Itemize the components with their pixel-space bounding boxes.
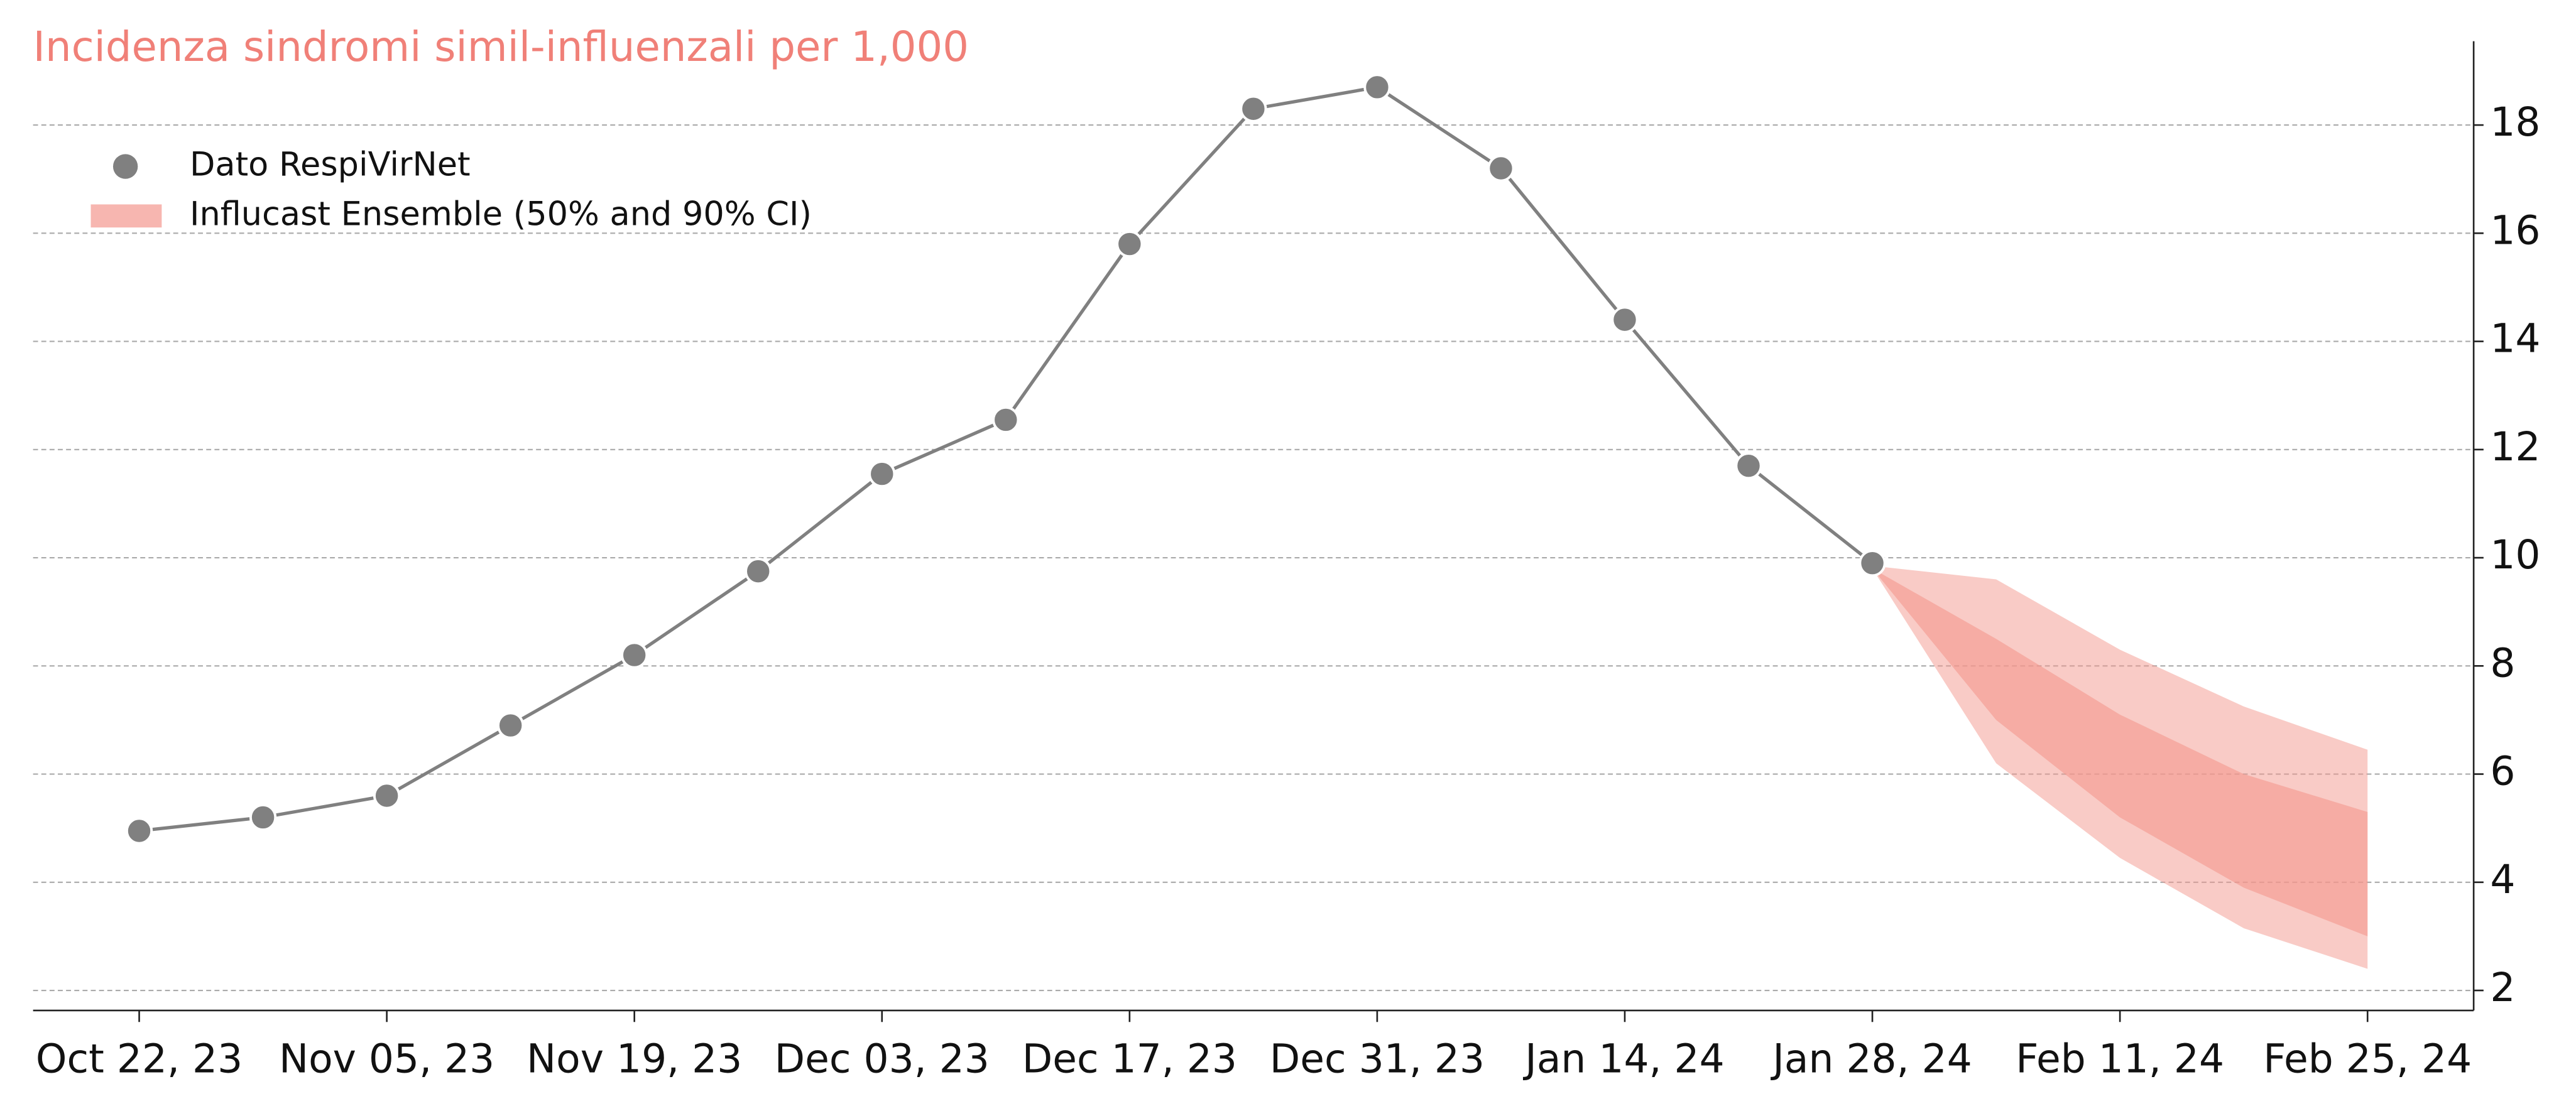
point: [125, 817, 153, 845]
point: [1116, 230, 1143, 258]
point: [621, 641, 648, 669]
x-tick-label: Feb 11, 24: [2016, 1036, 2224, 1081]
y-tick-label: 8: [2490, 640, 2515, 686]
x-tick-label: Nov 19, 23: [527, 1036, 742, 1081]
point: [497, 712, 525, 739]
legend-swatch: [90, 204, 162, 228]
legend-swatch: [112, 154, 138, 179]
y-tick-label: 10: [2490, 532, 2540, 578]
x-tick-label: Nov 05, 23: [279, 1036, 494, 1081]
point: [992, 406, 1020, 434]
x-tick-label: Jan 14, 24: [1522, 1036, 1724, 1081]
y-tick-label: 6: [2490, 749, 2515, 794]
x-tick-label: Dec 17, 23: [1022, 1036, 1237, 1081]
point: [1240, 95, 1267, 122]
point: [1611, 306, 1639, 333]
y-tick-label: 14: [2490, 316, 2540, 362]
chart-title: Incidenza sindromi simil-influenzali per…: [33, 23, 969, 71]
point: [1735, 452, 1762, 480]
y-tick-label: 16: [2490, 207, 2540, 253]
point: [1858, 550, 1886, 577]
x-tick-label: Feb 25, 24: [2263, 1036, 2472, 1081]
point: [1487, 154, 1515, 182]
x-tick-label: Dec 31, 23: [1270, 1036, 1485, 1081]
point: [249, 803, 277, 832]
point: [745, 557, 772, 585]
x-tick-label: Jan 28, 24: [1770, 1036, 1972, 1081]
y-tick-label: 4: [2490, 857, 2515, 902]
y-tick-label: 12: [2490, 424, 2540, 470]
x-tick-label: Oct 22, 23: [36, 1036, 243, 1081]
y-tick-label: 2: [2490, 965, 2515, 1011]
legend-label: Influcast Ensemble (50% and 90% CI): [190, 195, 812, 233]
y-tick-label: 18: [2490, 99, 2540, 145]
ci-band: [1872, 568, 2368, 936]
point: [1363, 73, 1391, 101]
point: [373, 782, 401, 810]
x-tick-label: Dec 03, 23: [775, 1036, 990, 1081]
point: [868, 460, 896, 488]
legend-label: Dato RespiVirNet: [190, 146, 471, 184]
